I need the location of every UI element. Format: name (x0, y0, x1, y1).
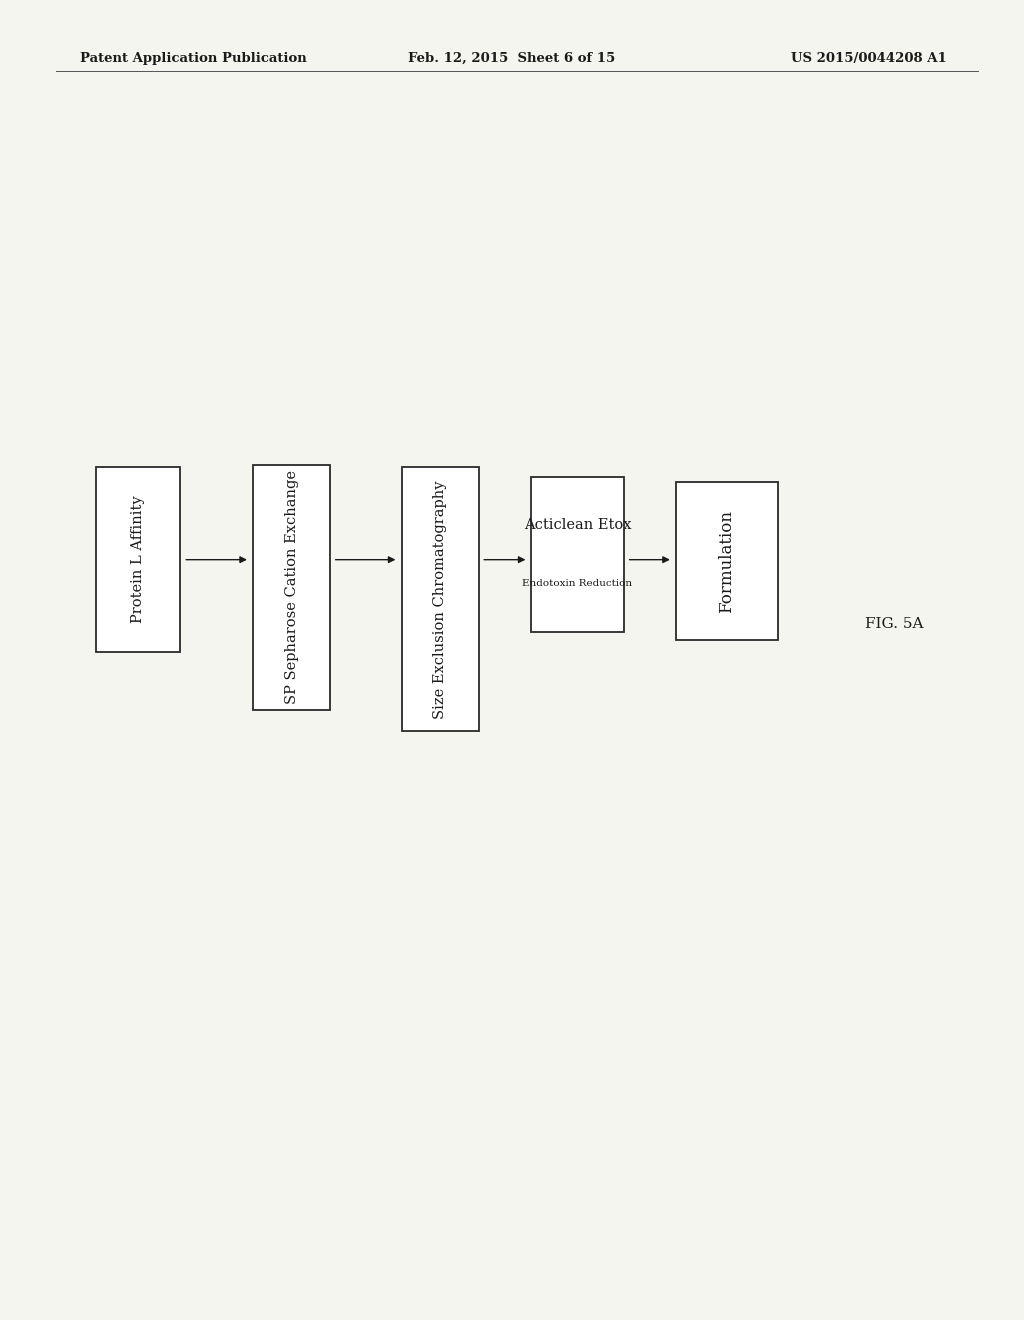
Text: Size Exclusion Chromatography: Size Exclusion Chromatography (433, 480, 447, 718)
Text: Patent Application Publication: Patent Application Publication (80, 51, 306, 65)
Bar (531, 477, 624, 632)
Text: Endotoxin Reduction: Endotoxin Reduction (522, 579, 633, 587)
Text: Feb. 12, 2015  Sheet 6 of 15: Feb. 12, 2015 Sheet 6 of 15 (409, 51, 615, 65)
Text: US 2015/0044208 A1: US 2015/0044208 A1 (792, 51, 947, 65)
Text: SP Sepharose Cation Exchange: SP Sepharose Cation Exchange (285, 470, 299, 705)
Text: Acticlean Etox: Acticlean Etox (524, 519, 631, 532)
Text: Formulation: Formulation (719, 510, 735, 612)
Text: Protein L Affinity: Protein L Affinity (131, 496, 145, 623)
Bar (96, 467, 180, 652)
Bar (676, 482, 778, 640)
Text: FIG. 5A: FIG. 5A (865, 618, 924, 631)
Bar (253, 466, 330, 710)
Bar (401, 467, 479, 731)
